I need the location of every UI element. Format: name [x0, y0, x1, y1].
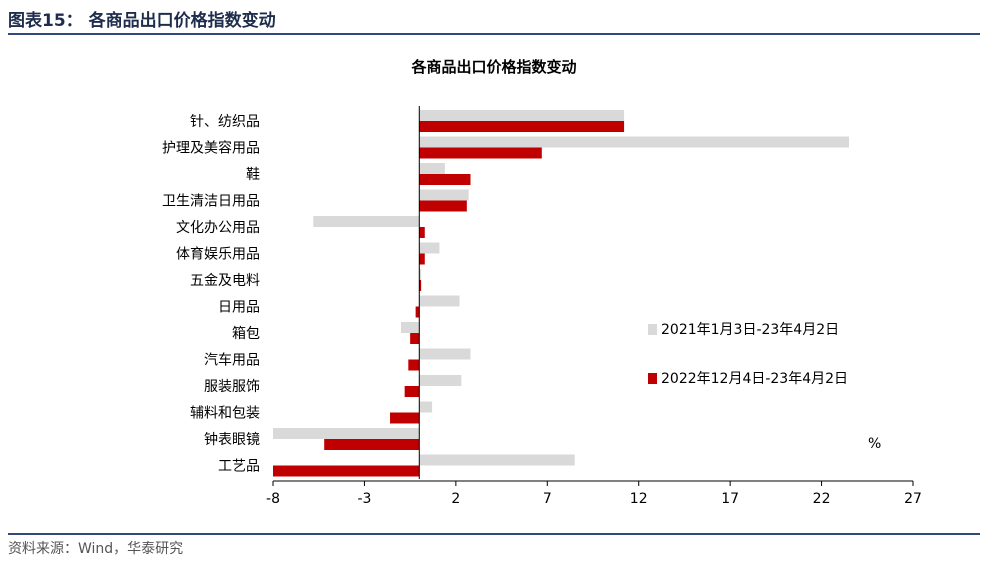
- bar-short-period-7: [415, 306, 420, 318]
- legend-label-1: 2022年12月4日-23年4月2日: [661, 371, 848, 387]
- bar-long-period-8: [401, 322, 420, 333]
- bar-short-period-9: [408, 359, 420, 371]
- category-label-8: 箱包: [232, 326, 260, 342]
- bar-long-period-10: [419, 375, 462, 386]
- x-tick-label-2: 2: [451, 491, 460, 507]
- bar-long-period-13: [419, 454, 575, 466]
- bar-long-period-3: [419, 189, 469, 201]
- header-rule: [8, 33, 980, 35]
- x-tick-label-0: -8: [266, 491, 280, 507]
- bar-short-period-0: [419, 121, 625, 132]
- x-axis: -8 -3 2 7 12 17 22 27: [266, 106, 922, 507]
- bar-long-period-6: [419, 269, 422, 280]
- bar-short-period-12: [324, 439, 420, 450]
- category-label-13: 工艺品: [218, 459, 260, 475]
- legend-swatch-1: [648, 373, 657, 384]
- x-tick-label-1: -3: [357, 491, 371, 507]
- bar-short-period-4: [419, 227, 425, 238]
- bar-short-period-13: [273, 465, 420, 477]
- category-label-11: 辅料和包装: [190, 406, 260, 422]
- legend-swatch-0: [648, 324, 657, 335]
- source-note: 资料来源：Wind，华泰研究: [8, 541, 184, 557]
- category-label-0: 针、纺织品: [190, 114, 260, 130]
- legend-label-0: 2021年1月3日-23年4月2日: [661, 322, 839, 338]
- category-label-7: 日用品: [218, 300, 260, 316]
- category-label-1: 护理及美容用品: [162, 140, 260, 157]
- x-tick-label-7: 27: [904, 491, 922, 507]
- chart-title: 各商品出口价格指数变动: [410, 58, 576, 76]
- category-label-10: 服装服饰: [204, 379, 260, 395]
- bar-long-period-1: [419, 136, 849, 148]
- bar-long-period-0: [419, 110, 625, 121]
- bar-long-period-4: [313, 216, 420, 227]
- legend: 2021年1月3日-23年4月2日 2022年12月4日-23年4月2日: [648, 322, 848, 387]
- category-label-5: 体育娱乐用品: [176, 247, 260, 263]
- bar-short-period-6: [419, 280, 422, 291]
- bar-short-period-8: [410, 333, 420, 344]
- bar-short-period-2: [419, 174, 471, 185]
- bar-short-period-3: [419, 200, 467, 212]
- category-labels: 针、纺织品护理及美容用品鞋卫生清洁日用品文化办公用品体育娱乐用品五金及电料日用品…: [162, 114, 260, 475]
- figure-title: 图表15： 各商品出口价格指数变动: [8, 11, 276, 31]
- bar-short-period-10: [404, 386, 420, 397]
- x-tick-label-3: 7: [543, 491, 552, 507]
- x-tick-label-4: 12: [630, 491, 648, 507]
- unit-label: %: [868, 436, 881, 452]
- bar-long-period-5: [419, 242, 440, 254]
- bar-long-period-12: [273, 428, 420, 439]
- figure-header: 图表15： 各商品出口价格指数变动: [8, 6, 980, 32]
- x-tick-label-6: 22: [813, 491, 831, 507]
- bar-long-period-11: [419, 401, 433, 413]
- bar-short-period-5: [419, 253, 425, 265]
- bars-group: [273, 110, 849, 477]
- bar-long-period-9: [419, 348, 471, 360]
- bar-short-period-1: [419, 147, 542, 159]
- bar-long-period-2: [419, 163, 445, 174]
- category-label-12: 钟表眼镜: [204, 431, 260, 448]
- footer-rule: [8, 533, 980, 535]
- bar-short-period-11: [390, 412, 420, 424]
- category-label-4: 文化办公用品: [176, 220, 260, 236]
- category-label-2: 鞋: [246, 167, 260, 183]
- category-label-3: 卫生清洁日用品: [162, 194, 260, 210]
- category-label-6: 五金及电料: [190, 273, 260, 289]
- x-tick-label-5: 17: [721, 491, 739, 507]
- category-label-9: 汽车用品: [204, 352, 260, 369]
- bar-long-period-7: [419, 295, 460, 307]
